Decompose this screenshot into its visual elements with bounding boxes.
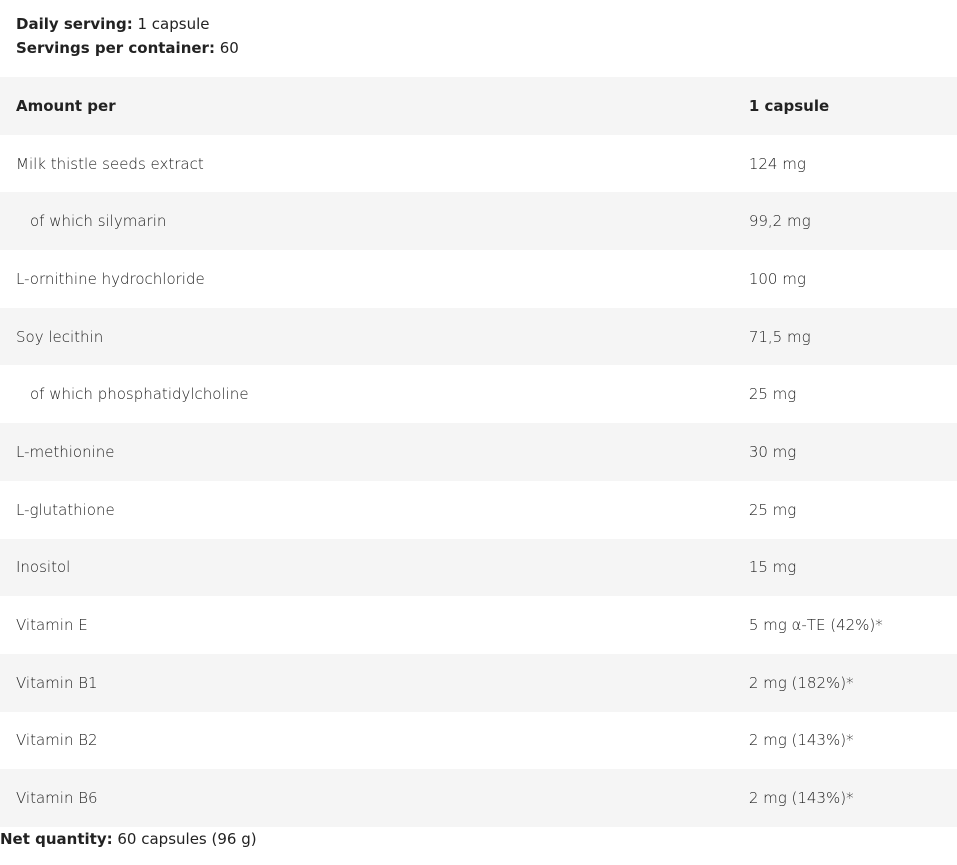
ingredient-name: Vitamin B6 bbox=[16, 789, 98, 808]
table-row: of which silymarin 99,2 mg bbox=[0, 192, 957, 251]
ingredient-amount: 2 mg (143%)* bbox=[748, 789, 854, 808]
ingredient-amount: 25 mg bbox=[748, 500, 797, 519]
ingredient-name: Inositol bbox=[16, 558, 71, 577]
serving-info: Daily serving: 1 capsule Servings per co… bbox=[16, 12, 239, 60]
table-row: L-glutathione 25 mg bbox=[0, 481, 957, 539]
table-row: Vitamin B6 2 mg (143%)* bbox=[0, 769, 957, 827]
table-row: Vitamin B2 2 mg (143%)* bbox=[0, 712, 957, 770]
table-row: Inositol 15 mg bbox=[0, 538, 957, 597]
ingredient-amount: 30 mg bbox=[748, 442, 797, 461]
table-row: L-ornithine hydrochloride 100 mg bbox=[0, 250, 957, 308]
ingredient-name: Soy lecithin bbox=[16, 327, 104, 346]
header-name: Amount per bbox=[16, 96, 116, 115]
nutrition-table: Amount per 1 capsule Milk thistle seeds … bbox=[0, 77, 957, 827]
table-row: Soy lecithin 71,5 mg bbox=[0, 307, 957, 366]
ingredient-amount: 15 mg bbox=[748, 558, 797, 577]
servings-per-container: Servings per container: 60 bbox=[16, 39, 239, 57]
ingredient-name: Vitamin E bbox=[16, 616, 88, 635]
ingredient-amount: 5 mg α-TE (42%)* bbox=[748, 616, 883, 635]
ingredient-amount: 2 mg (182%)* bbox=[748, 673, 854, 692]
table-row: Vitamin B1 2 mg (182%)* bbox=[0, 653, 957, 712]
ingredient-name: Milk thistle seeds extract bbox=[16, 154, 204, 173]
ingredient-amount: 99,2 mg bbox=[748, 212, 811, 231]
ingredient-amount: 100 mg bbox=[748, 269, 806, 288]
ingredient-amount: 71,5 mg bbox=[748, 327, 811, 346]
table-row: Vitamin E 5 mg α-TE (42%)* bbox=[0, 596, 957, 654]
ingredient-amount: 124 mg bbox=[748, 154, 806, 173]
ingredient-name: L-methionine bbox=[16, 442, 115, 461]
ingredient-amount: 2 mg (143%)* bbox=[748, 731, 854, 750]
table-header: Amount per 1 capsule bbox=[0, 77, 957, 135]
net-quantity: Net quantity: 60 capsules (96 g) bbox=[0, 830, 257, 848]
ingredient-name: of which silymarin bbox=[30, 212, 167, 231]
ingredient-name: Vitamin B1 bbox=[16, 673, 98, 692]
ingredient-name: L-ornithine hydrochloride bbox=[16, 269, 205, 288]
ingredient-name: of which phosphatidylcholine bbox=[30, 385, 249, 404]
daily-serving: Daily serving: 1 capsule bbox=[16, 15, 210, 33]
ingredient-name: L-glutathione bbox=[16, 500, 115, 519]
ingredient-name: Vitamin B2 bbox=[16, 731, 98, 750]
table-row: of which phosphatidylcholine 25 mg bbox=[0, 365, 957, 423]
table-row: L-methionine 30 mg bbox=[0, 423, 957, 481]
ingredient-amount: 25 mg bbox=[748, 385, 797, 404]
table-row: Milk thistle seeds extract 124 mg bbox=[0, 135, 957, 193]
header-value: 1 capsule bbox=[748, 96, 830, 115]
